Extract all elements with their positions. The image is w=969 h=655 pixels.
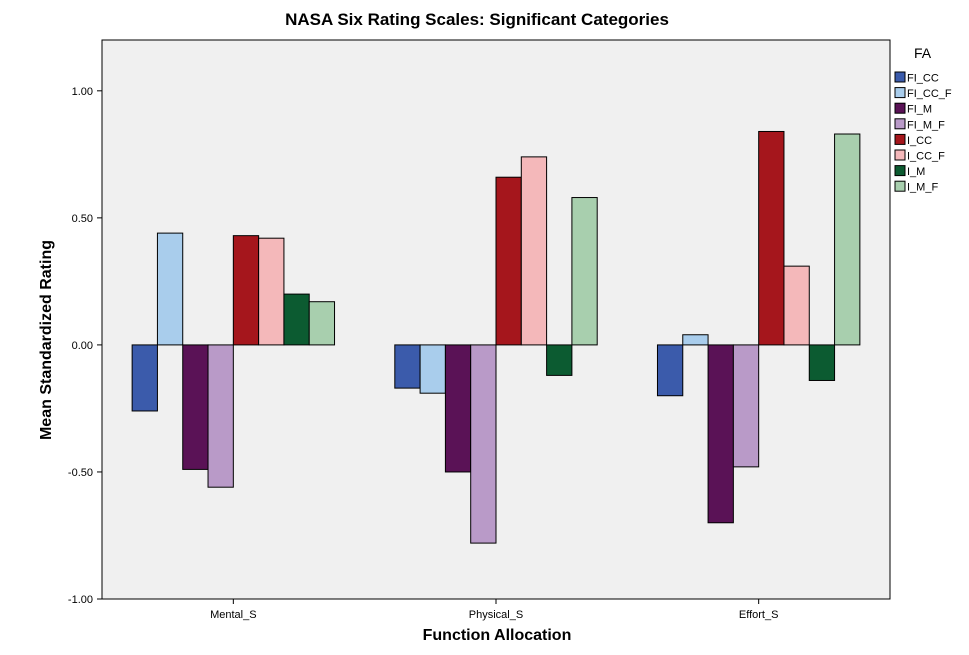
bar-fi-m-physical-s — [444, 344, 472, 473]
bar-i-cc-mental-s — [232, 235, 260, 346]
bar-fi-cc-physical-s — [394, 344, 421, 389]
x-tick-label: Physical_S — [469, 609, 523, 621]
x-axis: Mental_S Physical_S Effort_S — [210, 599, 778, 621]
y-tick-label: 0.50 — [72, 213, 93, 225]
legend-swatch-fi-cc-f — [894, 87, 906, 99]
bar-fi-m-f-physical-s — [470, 344, 497, 544]
x-axis-title: Function Allocation — [423, 627, 572, 644]
legend: FA FI_CC FI_CC_F FI_M FI_M_F I_CC I_CC_F I_M I_… — [894, 45, 952, 194]
bar-i-m-f-mental-s — [308, 301, 336, 346]
bar-i-m-effort-s — [808, 344, 836, 381]
bar-i-m-f-effort-s — [834, 133, 861, 346]
bar-fi-cc-effort-s — [656, 344, 684, 397]
legend-label: FI_M — [907, 104, 932, 116]
legend-label: I_CC_F — [907, 151, 945, 163]
legend-swatch-i-m-f — [894, 180, 906, 192]
y-tick-label: -1.00 — [68, 594, 93, 606]
bar-i-cc-f-effort-s — [783, 265, 810, 346]
chart-title: NASA Six Rating Scales: Significant Cate… — [285, 10, 669, 29]
legend-label: I_M — [907, 166, 925, 178]
x-tick-label: Mental_S — [210, 609, 256, 621]
bar-i-cc-f-mental-s — [258, 237, 285, 346]
legend-swatch-fi-cc — [894, 71, 906, 83]
legend-swatch-i-m — [894, 165, 906, 177]
legend-label: I_CC — [907, 135, 932, 147]
bar-i-m-physical-s — [546, 344, 573, 376]
bar-fi-m-effort-s — [707, 344, 734, 524]
legend-title: FA — [914, 45, 932, 61]
legend-swatch-i-cc-f — [894, 149, 906, 161]
bar-fi-m-mental-s — [182, 344, 209, 470]
y-axis-title: Mean Standardized Rating — [38, 240, 55, 440]
bar-i-cc-physical-s — [495, 176, 522, 346]
bar-fi-m-f-effort-s — [732, 344, 760, 468]
legend-swatch-i-cc — [894, 133, 906, 145]
bar-fi-cc-f-effort-s — [682, 334, 709, 346]
bar-fi-cc-mental-s — [131, 344, 158, 412]
bar-i-m-f-physical-s — [571, 197, 598, 346]
bar-i-m-mental-s — [283, 293, 310, 346]
bar-fi-m-f-mental-s — [207, 344, 234, 488]
legend-label: FI_CC — [907, 73, 939, 85]
y-tick-label: -0.50 — [68, 467, 93, 479]
legend-label: FI_M_F — [907, 119, 945, 131]
y-tick-label: 0.00 — [72, 340, 93, 352]
y-axis: -1.00 -0.50 0.00 0.50 1.00 — [68, 86, 102, 606]
bar-i-cc-effort-s — [758, 130, 785, 346]
legend-label: FI_CC_F — [907, 88, 952, 100]
bar-fi-cc-f-mental-s — [156, 232, 184, 346]
bar-i-cc-f-physical-s — [520, 156, 548, 346]
bars-group — [131, 130, 861, 544]
bar-fi-cc-f-physical-s — [419, 344, 446, 394]
legend-swatch-fi-m — [894, 102, 906, 114]
x-tick-label: Effort_S — [739, 609, 779, 621]
y-tick-label: 1.00 — [72, 86, 93, 98]
legend-label: I_M_F — [907, 182, 938, 194]
legend-swatch-fi-m-f — [894, 118, 906, 130]
